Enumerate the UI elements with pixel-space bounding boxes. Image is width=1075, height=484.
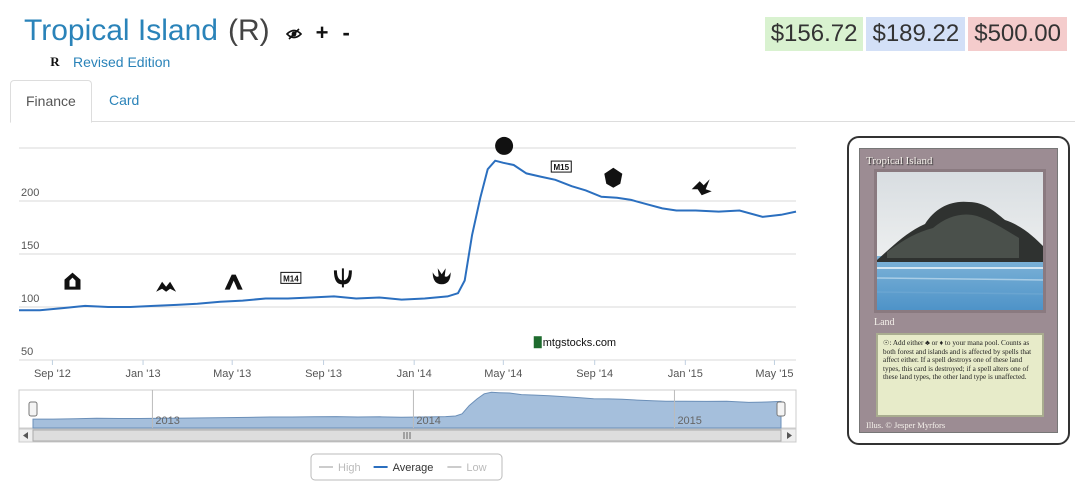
legend-item-high[interactable]: High: [338, 462, 361, 474]
scroll-right-arrow-icon[interactable]: [787, 432, 792, 439]
card-type-line: Land: [874, 317, 895, 328]
eye-icon-glyph: [285, 28, 302, 40]
tab-finance[interactable]: Finance: [10, 80, 92, 123]
y-tick-label: 200: [21, 187, 39, 199]
plus-icon[interactable]: +: [315, 20, 329, 45]
card-illustrator: Illus. © Jesper Myrfors: [866, 420, 946, 430]
navigator-right-handle[interactable]: [776, 401, 786, 417]
price-chart[interactable]: 50 100 150 200 Sep '12 Jan '13 May '13 Sep '13 J…: [0, 122, 820, 484]
card-image-title: Tropical Island: [866, 155, 933, 167]
tab-card[interactable]: Card: [109, 92, 140, 108]
navigator-year-label: 2015: [677, 415, 701, 427]
m15-set-icon: [550, 160, 572, 173]
watermark-logo-icon: [533, 336, 542, 349]
card-art: [874, 169, 1046, 313]
navigator-series-area: [32, 391, 782, 429]
tab-bar: Finance Card: [10, 80, 1075, 123]
minus-icon[interactable]: -: [342, 20, 350, 45]
navigator-year-label: 2013: [155, 415, 179, 427]
x-tick-label: Sep '14: [576, 368, 613, 380]
y-tick-label: 100: [21, 293, 39, 305]
price-badges: $156.72 $189.22 $500.00: [764, 17, 1067, 51]
high-price-badge: $500.00: [968, 17, 1067, 51]
card-rules-text: ☉: Add either ♣ or ♦ to your mana pool. …: [876, 333, 1044, 417]
scroll-left-arrow-icon[interactable]: [23, 432, 28, 439]
card-frame: Tropical Island: [859, 148, 1058, 433]
m15-set-icon-label: M15: [553, 163, 569, 172]
m14-set-icon-label: M14: [283, 274, 299, 283]
navigator-year-label: 2014: [416, 415, 440, 427]
set-info: R Revised Edition: [48, 54, 170, 70]
m14-set-icon: [280, 271, 302, 284]
tropical-island-artwork: [877, 172, 1043, 310]
x-tick-label: Jan '13: [125, 368, 160, 380]
series-line-average[interactable]: [19, 159, 797, 312]
card-name: Tropical Island: [24, 14, 218, 47]
dragons-maze-set-icon: [224, 274, 243, 290]
eye-icon[interactable]: [285, 27, 302, 45]
fate-reforged-set-icon: [691, 179, 712, 196]
legend-item-low[interactable]: Low: [466, 462, 486, 474]
journey-into-nyx-set-icon: [495, 136, 514, 155]
chart-legend: [310, 453, 503, 481]
x-tick-label: May '14: [484, 368, 522, 380]
khans-of-tarkir-set-icon: [604, 167, 623, 188]
x-tick-label: Sep '13: [305, 368, 342, 380]
average-price-badge: $189.22: [866, 17, 966, 51]
legend-item-average[interactable]: Average: [393, 462, 434, 474]
x-tick-label: May '13: [213, 368, 251, 380]
x-tick-label: Jan '14: [397, 368, 432, 380]
y-tick-label: 50: [21, 346, 33, 358]
theros-set-icon: [333, 268, 352, 288]
watermark-text: mtgstocks.com: [543, 337, 616, 349]
gatecrash-set-icon: [156, 281, 177, 292]
y-tick-label: 150: [21, 240, 39, 252]
navigator-left-handle[interactable]: [28, 401, 38, 417]
low-price-badge: $156.72: [764, 17, 864, 51]
set-name-link[interactable]: Revised Edition: [73, 54, 171, 70]
card-rarity: (R): [227, 14, 270, 47]
born-of-the-gods-set-icon: [432, 268, 451, 285]
return-to-ravnica-set-icon: [64, 272, 81, 290]
x-tick-label: Jan '15: [668, 368, 703, 380]
x-tick-label: May '15: [755, 368, 793, 380]
card-image: Tropical Island: [847, 136, 1070, 445]
x-tick-label: Sep '12: [34, 368, 71, 380]
card-header: Tropical Island (R) + -: [24, 14, 350, 54]
revised-set-icon: R: [50, 54, 60, 69]
